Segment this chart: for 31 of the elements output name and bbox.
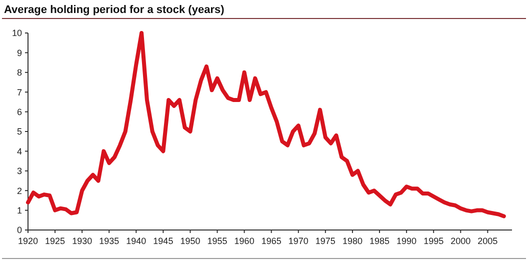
x-tick-label: 1950 bbox=[180, 236, 200, 246]
x-tick-label: 1985 bbox=[369, 236, 390, 246]
y-tick-label: 1 bbox=[16, 205, 22, 216]
x-tick-label: 1945 bbox=[153, 236, 174, 246]
x-tick-label: 1980 bbox=[342, 236, 362, 246]
x-tick-label: 1975 bbox=[315, 236, 336, 246]
x-tick-label: 1940 bbox=[126, 236, 146, 246]
x-tick-label: 2000 bbox=[450, 236, 471, 246]
x-tick-label: 1965 bbox=[261, 236, 282, 246]
line-series bbox=[26, 31, 506, 218]
x-tick-label: 1955 bbox=[207, 236, 228, 246]
y-tick-label: 10 bbox=[12, 28, 22, 38]
x-tick-label: 1925 bbox=[45, 236, 66, 246]
x-tick-label: 1960 bbox=[234, 236, 254, 246]
y-tick-label: 9 bbox=[16, 48, 22, 58]
y-tick-label: 2 bbox=[16, 186, 22, 196]
x-tick-label: 1935 bbox=[99, 236, 120, 246]
x-tick-label: 2005 bbox=[478, 236, 498, 246]
x-tick-label: 1995 bbox=[424, 236, 444, 246]
y-tick-label: 6 bbox=[16, 106, 22, 117]
y-tick-label: 3 bbox=[16, 166, 22, 176]
x-tick-label: 1920 bbox=[18, 236, 38, 246]
x-tick-label: 1990 bbox=[396, 236, 417, 246]
y-tick-label: 5 bbox=[16, 126, 22, 137]
y-tick-label: 8 bbox=[16, 68, 22, 78]
x-tick-label: 1930 bbox=[72, 236, 92, 246]
y-tick-label: 7 bbox=[16, 87, 22, 98]
chart-title: Average holding period for a stock (years) bbox=[4, 4, 225, 16]
y-tick-label: 4 bbox=[16, 146, 22, 156]
x-tick-label: 1970 bbox=[288, 236, 308, 246]
y-tick-label: 0 bbox=[16, 225, 22, 236]
